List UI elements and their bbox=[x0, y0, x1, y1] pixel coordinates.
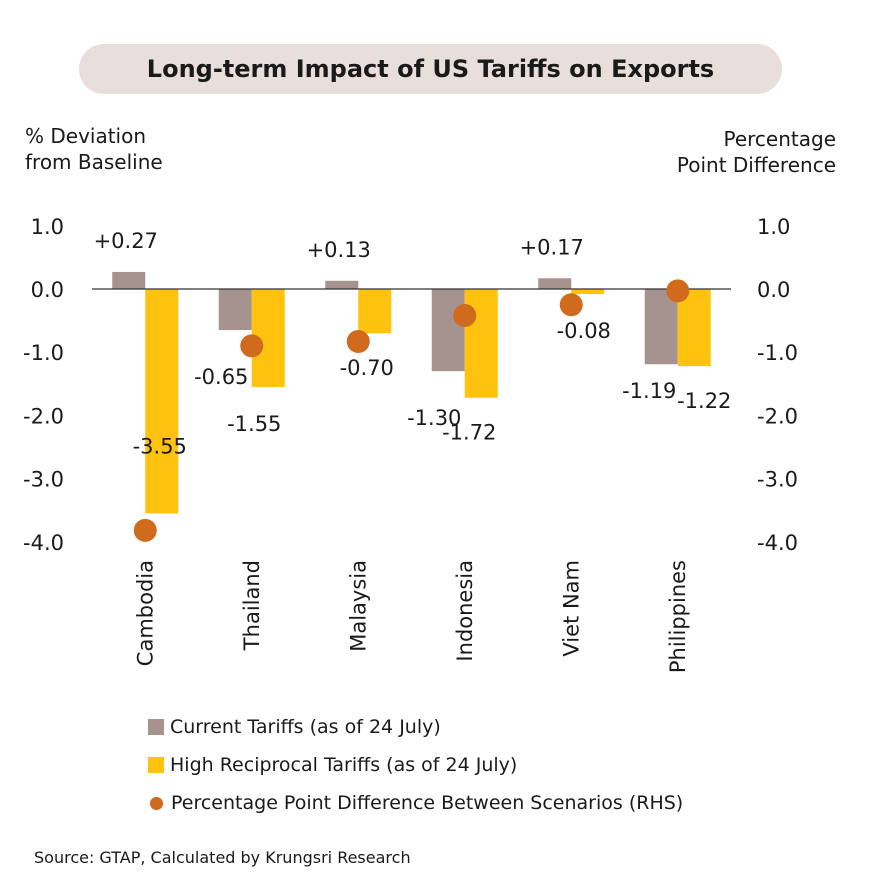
chart-plot: 1.0 1.0 0.0 0.0 -1.0 -1.0 -2.0 -2.0 -3.0 -3.0 -4.0… bbox=[23, 215, 798, 673]
legend: Current Tariffs (as of 24 July) High Rec… bbox=[148, 708, 683, 822]
legend-label-current: Current Tariffs (as of 24 July) bbox=[170, 716, 441, 738]
bar-current bbox=[112, 271, 146, 289]
legend-label-high: High Reciprocal Tariffs (as of 24 July) bbox=[170, 754, 518, 776]
right-axis-title: Percentage Point Difference bbox=[677, 126, 836, 178]
y-tick-right: 0.0 bbox=[757, 278, 790, 302]
left-axis-title: % Deviation from Baseline bbox=[25, 123, 163, 175]
legend-item-high: High Reciprocal Tariffs (as of 24 July) bbox=[148, 746, 683, 784]
data-label-current: +0.27 bbox=[94, 229, 158, 253]
bar-current bbox=[538, 278, 572, 289]
legend-swatch-high bbox=[148, 757, 164, 773]
legend-label-difference: Percentage Point Difference Between Scen… bbox=[171, 792, 684, 814]
y-tick-left: 0.0 bbox=[31, 278, 64, 302]
legend-marker-difference bbox=[150, 796, 163, 810]
data-label-current: -1.30 bbox=[407, 406, 461, 430]
y-tick-left: -2.0 bbox=[23, 404, 64, 428]
y-tick-left: -3.0 bbox=[23, 468, 64, 492]
bar-current bbox=[644, 289, 678, 365]
difference-marker bbox=[666, 279, 690, 303]
y-tick-right: -4.0 bbox=[757, 531, 798, 555]
bar-current bbox=[218, 289, 252, 331]
bar-high-reciprocal bbox=[571, 289, 605, 295]
data-label-high-reciprocal: -1.55 bbox=[227, 412, 281, 436]
y-tick-left: -4.0 bbox=[23, 531, 64, 555]
data-label-high-reciprocal: -1.72 bbox=[442, 421, 496, 445]
source-note: Source: GTAP, Calculated by Krungsri Res… bbox=[34, 848, 411, 867]
left-axis-title-line-1: % Deviation bbox=[25, 124, 147, 148]
legend-item-difference: Percentage Point Difference Between Scen… bbox=[148, 784, 683, 822]
bar-high-reciprocal bbox=[677, 289, 711, 367]
difference-marker bbox=[453, 304, 477, 328]
bar-current bbox=[431, 289, 465, 372]
data-label-high-reciprocal: -0.70 bbox=[340, 356, 394, 380]
category-label: Indonesia bbox=[453, 560, 477, 662]
difference-marker bbox=[346, 329, 370, 353]
data-label-high-reciprocal: -0.08 bbox=[557, 319, 611, 343]
category-label: Thailand bbox=[240, 560, 264, 651]
data-label-current: +0.17 bbox=[520, 235, 584, 259]
legend-swatch-current bbox=[148, 719, 164, 735]
data-label-high-reciprocal: -1.22 bbox=[677, 389, 731, 413]
y-tick-right: -3.0 bbox=[757, 468, 798, 492]
category-label: Philippines bbox=[666, 560, 690, 673]
bar-high-reciprocal bbox=[145, 289, 179, 514]
chart-title-banner: Long-term Impact of US Tariffs on Export… bbox=[79, 44, 782, 94]
left-axis-title-line-2: from Baseline bbox=[25, 150, 163, 174]
category-label: Malaysia bbox=[346, 560, 370, 652]
difference-marker bbox=[133, 518, 157, 542]
legend-item-current: Current Tariffs (as of 24 July) bbox=[148, 708, 683, 746]
y-tick-left: 1.0 bbox=[31, 215, 64, 239]
bar-current bbox=[325, 280, 359, 289]
category-label: Viet Nam bbox=[559, 560, 583, 657]
data-label-current: +0.13 bbox=[307, 238, 371, 262]
data-label-current: -1.19 bbox=[622, 379, 676, 403]
data-label-current: -0.65 bbox=[194, 365, 248, 389]
right-axis-title-line-1: Percentage bbox=[723, 127, 836, 151]
y-tick-left: -1.0 bbox=[23, 341, 64, 365]
difference-marker bbox=[559, 293, 583, 317]
y-tick-right: 1.0 bbox=[757, 215, 790, 239]
bar-high-reciprocal bbox=[358, 289, 392, 334]
y-tick-right: -1.0 bbox=[757, 341, 798, 365]
y-tick-right: -2.0 bbox=[757, 404, 798, 428]
chart-title: Long-term Impact of US Tariffs on Export… bbox=[146, 55, 715, 83]
difference-marker bbox=[240, 334, 264, 358]
right-axis-title-line-2: Point Difference bbox=[676, 153, 836, 177]
data-label-high-reciprocal: -3.55 bbox=[133, 434, 187, 458]
category-label: Cambodia bbox=[133, 560, 157, 666]
